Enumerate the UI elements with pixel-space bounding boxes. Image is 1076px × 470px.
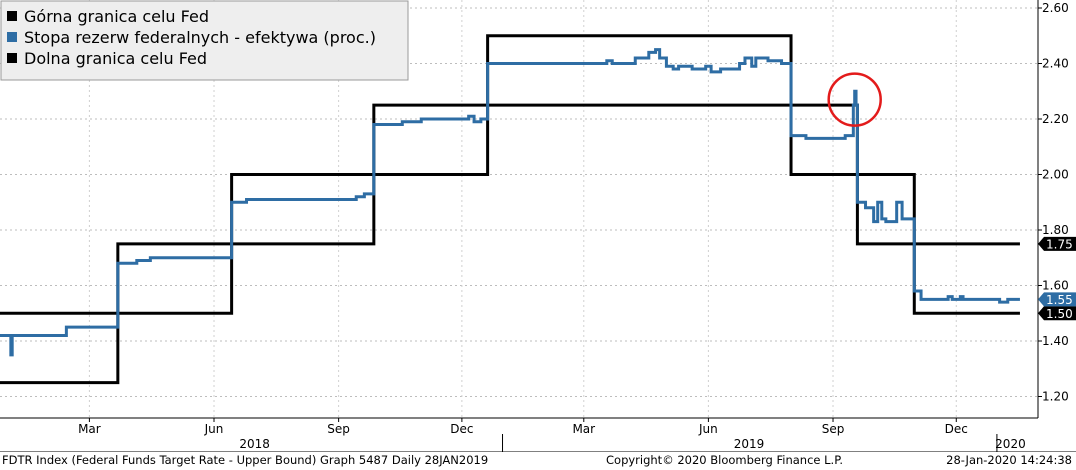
- legend-swatch: [7, 11, 17, 21]
- x-month-label: Jun: [204, 422, 224, 436]
- y-tick-label: 1.60: [1042, 279, 1069, 293]
- footer-timestamp: 28-Jan-2020 14:24:38: [946, 453, 1072, 467]
- last-value-badge: [1038, 292, 1076, 307]
- footer-source: FDTR Index (Federal Funds Target Rate - …: [2, 453, 489, 467]
- x-month-label: Sep: [822, 422, 845, 436]
- y-tick-label: 2.40: [1042, 57, 1069, 71]
- x-month-label: Mar: [572, 422, 595, 436]
- x-year-label: 2020: [995, 437, 1026, 451]
- legend-swatch: [7, 32, 17, 42]
- y-tick-label: 1.40: [1042, 334, 1069, 348]
- line-chart: 1.20 1.40 1.60 1.80 2.00 2.20 2.40 2.60 Mar Jun Se…: [0, 0, 1076, 453]
- y-tick-label: 2.60: [1042, 1, 1069, 15]
- legend-label: Dolna granica celu Fed: [24, 49, 207, 68]
- x-month-label: Dec: [945, 422, 968, 436]
- x-month-label: Mar: [78, 422, 101, 436]
- chart-legend: Górna granica celu Fed Stopa rezerw feder…: [0, 0, 409, 81]
- last-value-label: 1.50: [1046, 307, 1073, 321]
- last-value-label: 1.55: [1046, 293, 1073, 307]
- x-year-label: 2018: [239, 437, 270, 451]
- y-tick-label: 1.80: [1042, 223, 1069, 237]
- last-value-badge: [1038, 236, 1076, 251]
- chart-footer: FDTR Index (Federal Funds Target Rate - …: [0, 452, 1076, 470]
- last-value-label: 1.75: [1046, 237, 1073, 251]
- last-value-badge: [1038, 306, 1076, 321]
- x-year-label: 2019: [734, 437, 765, 451]
- legend-box: [0, 0, 409, 81]
- legend-label: Stopa rezerw federalnych - efektywa (pro…: [24, 28, 376, 47]
- legend-swatch: [7, 53, 17, 63]
- highlight-circle: [827, 72, 882, 127]
- series-line-lower-bound: [0, 103, 1020, 385]
- y-tick-label: 1.20: [1042, 390, 1069, 404]
- y-tick-label: 2.20: [1042, 112, 1069, 126]
- footer-copyright: Copyright© 2020 Bloomberg Finance L.P.: [606, 453, 843, 467]
- x-month-label: Jun: [698, 422, 718, 436]
- x-month-label: Dec: [450, 422, 473, 436]
- x-month-label: Sep: [327, 422, 350, 436]
- series-line-effective-rate: [0, 48, 1020, 357]
- legend-label: Górna granica celu Fed: [24, 7, 209, 26]
- y-tick-label: 2.00: [1042, 168, 1069, 182]
